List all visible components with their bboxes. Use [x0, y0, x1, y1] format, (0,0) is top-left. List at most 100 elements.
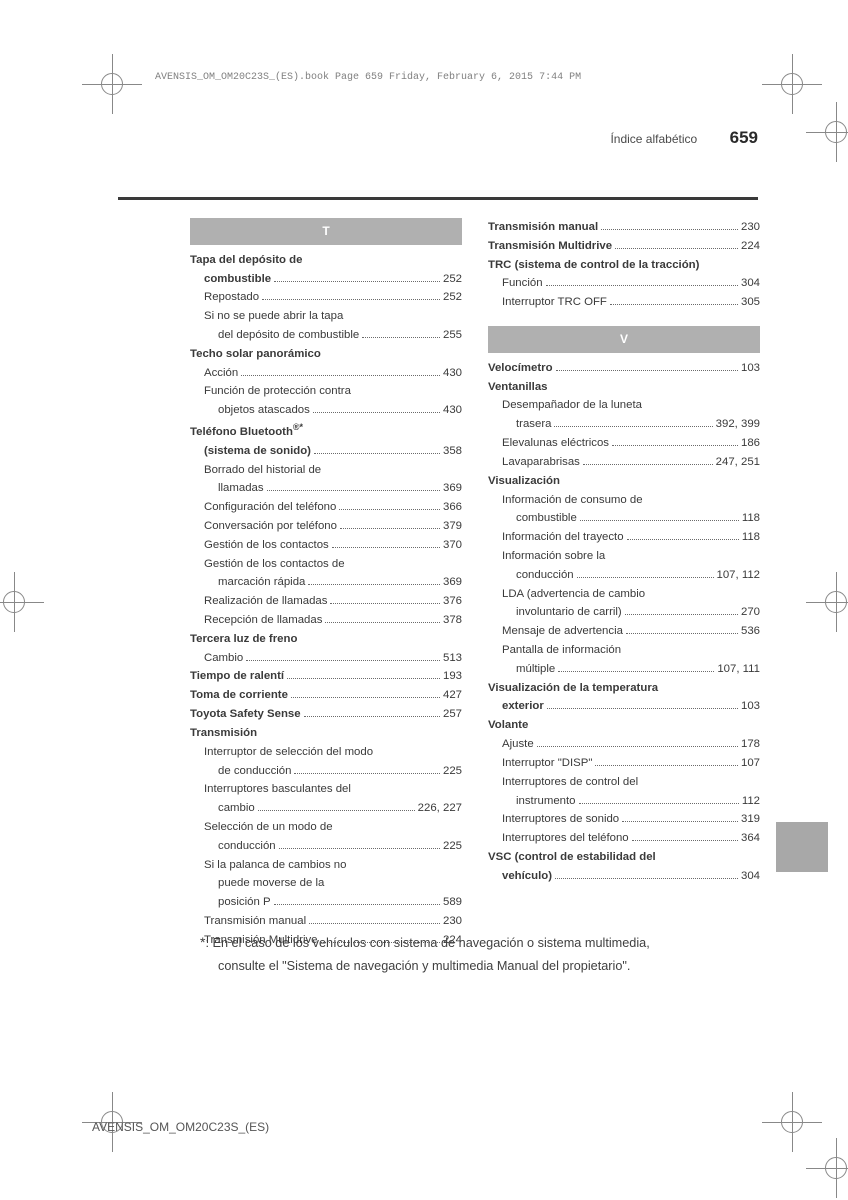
index-entry: Repostado	[204, 288, 259, 307]
index-entry: Información de consumo de	[502, 491, 643, 510]
index-entry: conducción	[516, 566, 574, 585]
index-entry: Función de protección contra	[204, 382, 351, 401]
index-entry: Pantalla de información	[502, 641, 621, 660]
page-ref: 270	[741, 603, 760, 622]
index-entry: Elevalunas eléctricos	[502, 434, 609, 453]
page-ref: 224	[741, 237, 760, 256]
index-entry: Interruptor de selección del modo	[204, 743, 373, 762]
page-ref: 118	[742, 528, 760, 547]
index-entry: Si la palanca de cambios no	[204, 856, 346, 875]
index-content: T Tapa del depósito de combustible252 Re…	[190, 218, 760, 950]
index-entry: involuntario de carril)	[516, 603, 622, 622]
page-ref: 186	[741, 434, 760, 453]
page-ref: 107, 112	[717, 566, 761, 585]
index-entry: exterior	[502, 697, 544, 716]
page-number: 659	[730, 128, 758, 148]
footer-code: AVENSIS_OM_OM20C23S_(ES)	[92, 1120, 269, 1134]
page-ref: 118	[742, 509, 760, 528]
page-ref: 230	[443, 912, 462, 931]
index-entry: Techo solar panorámico	[190, 345, 321, 364]
index-entry: marcación rápida	[218, 573, 305, 592]
index-entry: Volante	[488, 716, 528, 735]
index-entry: Interruptores de control del	[502, 773, 638, 792]
file-meta-text: AVENSIS_OM_OM20C23S_(ES).book Page 659 F…	[155, 72, 581, 83]
index-entry: Transmisión manual	[488, 218, 598, 237]
index-entry: VSC (control de estabilidad del	[488, 848, 656, 867]
index-entry: Conversación por teléfono	[204, 517, 337, 536]
page-ref: 427	[443, 686, 462, 705]
index-entry: Transmisión Multidrive	[488, 237, 612, 256]
page-ref: 430	[443, 401, 462, 420]
index-entry: Recepción de llamadas	[204, 611, 322, 630]
index-entry: Gestión de los contactos	[204, 536, 329, 555]
page-ref: 376	[443, 592, 462, 611]
page-ref: 513	[443, 649, 462, 668]
index-entry: Teléfono Bluetooth®*	[190, 420, 303, 442]
index-entry: LDA (advertencia de cambio	[502, 585, 645, 604]
index-column-right: Transmisión manual230 Transmisión Multid…	[488, 218, 760, 950]
header-rule	[118, 197, 758, 200]
page-ref: 252	[443, 288, 462, 307]
index-entry: llamadas	[218, 479, 264, 498]
crop-mark-icon	[0, 572, 44, 632]
index-entry: Realización de llamadas	[204, 592, 327, 611]
crop-mark-icon	[806, 1138, 848, 1198]
page-ref: 369	[443, 573, 462, 592]
page-ref: 378	[443, 611, 462, 630]
page-ref: 392, 399	[716, 415, 760, 434]
page-ref: 366	[443, 498, 462, 517]
index-entry: Función	[502, 274, 543, 293]
index-entry: TRC (sistema de control de la tracción)	[488, 256, 699, 275]
index-entry: Velocímetro	[488, 359, 553, 378]
page-ref: 589	[443, 893, 462, 912]
index-entry: Toyota Safety Sense	[190, 705, 301, 724]
index-entry: de conducción	[218, 762, 291, 781]
index-entry: del depósito de combustible	[218, 326, 359, 345]
page-header: Índice alfabético 659	[78, 128, 828, 148]
page-ref: 225	[443, 762, 462, 781]
index-entry: Borrado del historial de	[204, 461, 321, 480]
index-entry: Información del trayecto	[502, 528, 624, 547]
page-ref: 304	[741, 867, 760, 886]
page-ref: 430	[443, 364, 462, 383]
crop-mark-icon	[82, 54, 142, 114]
page-ref: 103	[741, 697, 760, 716]
index-entry: Tercera luz de freno	[190, 630, 297, 649]
index-entry: Visualización de la temperatura	[488, 679, 658, 698]
index-entry: Transmisión manual	[204, 912, 306, 931]
page-ref: 257	[443, 705, 462, 724]
index-entry: Interruptor TRC OFF	[502, 293, 607, 312]
index-entry: Interruptores basculantes del	[204, 780, 351, 799]
index-entry: Mensaje de advertencia	[502, 622, 623, 641]
index-entry: posición P	[218, 893, 271, 912]
page-ref: 112	[742, 792, 760, 811]
index-column-left: T Tapa del depósito de combustible252 Re…	[190, 218, 462, 950]
page-ref: 107	[741, 754, 760, 773]
page-ref: 225	[443, 837, 462, 856]
page-ref: 369	[443, 479, 462, 498]
page-ref: 370	[443, 536, 462, 555]
page-ref: 103	[741, 359, 760, 378]
page-ref: 193	[443, 667, 462, 686]
page-ref: 226, 227	[418, 799, 462, 818]
index-entry: Ajuste	[502, 735, 534, 754]
page-ref: 304	[741, 274, 760, 293]
index-entry: Información sobre la	[502, 547, 605, 566]
index-entry: combustible	[204, 270, 271, 289]
index-entry: Ventanillas	[488, 378, 548, 397]
index-entry: objetos atascados	[218, 401, 310, 420]
index-entry: Configuración del teléfono	[204, 498, 336, 517]
page-ref: 379	[443, 517, 462, 536]
footnote: *: En el caso de los vehículos con siste…	[200, 930, 740, 978]
index-entry: (sistema de sonido)	[204, 442, 311, 461]
index-entry: Si no se puede abrir la tapa	[204, 307, 343, 326]
index-entry: trasera	[516, 415, 551, 434]
crop-mark-icon	[762, 54, 822, 114]
letter-header-v: V	[488, 326, 760, 353]
index-entry: Cambio	[204, 649, 243, 668]
index-entry: Selección de un modo de	[204, 818, 333, 837]
index-entry: vehículo)	[502, 867, 552, 886]
index-entry: Visualización	[488, 472, 560, 491]
page-ref: 536	[741, 622, 760, 641]
page-ref: 255	[443, 326, 462, 345]
